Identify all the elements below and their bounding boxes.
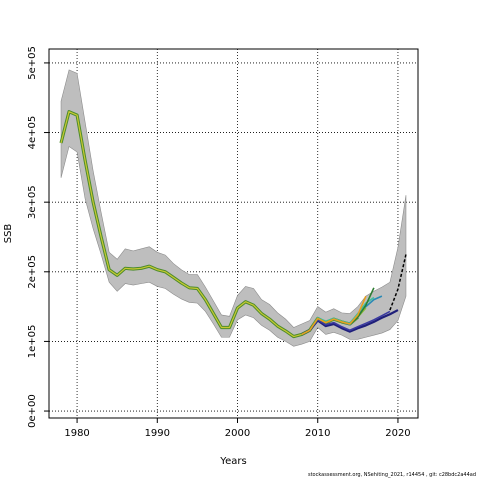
- x-tick-label: 1990: [145, 428, 170, 439]
- series-lines: [59, 110, 407, 339]
- y-tick-label: 4e+05: [27, 116, 38, 150]
- footer-credit: stockassessment.org, NSehiting_2021, r14…: [307, 472, 476, 478]
- series-forecast-line: [389, 254, 407, 311]
- y-tick-label: 0e+00: [27, 394, 38, 428]
- y-tick-label: 3e+05: [27, 185, 38, 219]
- x-tick-label: 2010: [305, 428, 330, 439]
- x-axis-title: Years: [219, 456, 246, 467]
- y-axis-title: SSB: [3, 224, 14, 244]
- confidence-band: [60, 69, 407, 347]
- series-retro-line: [301, 295, 367, 336]
- axes: 1980 1990 2000 2010 2020 0e+00 1e+05 2e+05 3e+05…: [27, 46, 411, 439]
- y-tick-label: 1e+05: [27, 325, 38, 359]
- x-tick-label: 2020: [385, 428, 410, 439]
- plot-frame: [48, 48, 419, 419]
- y-tick-label: 5e+05: [27, 46, 38, 80]
- confidence-band-area: [60, 69, 407, 347]
- y-tick-label: 2e+05: [27, 255, 38, 289]
- x-tick-label: 2000: [225, 428, 250, 439]
- x-tick-label: 1980: [64, 428, 89, 439]
